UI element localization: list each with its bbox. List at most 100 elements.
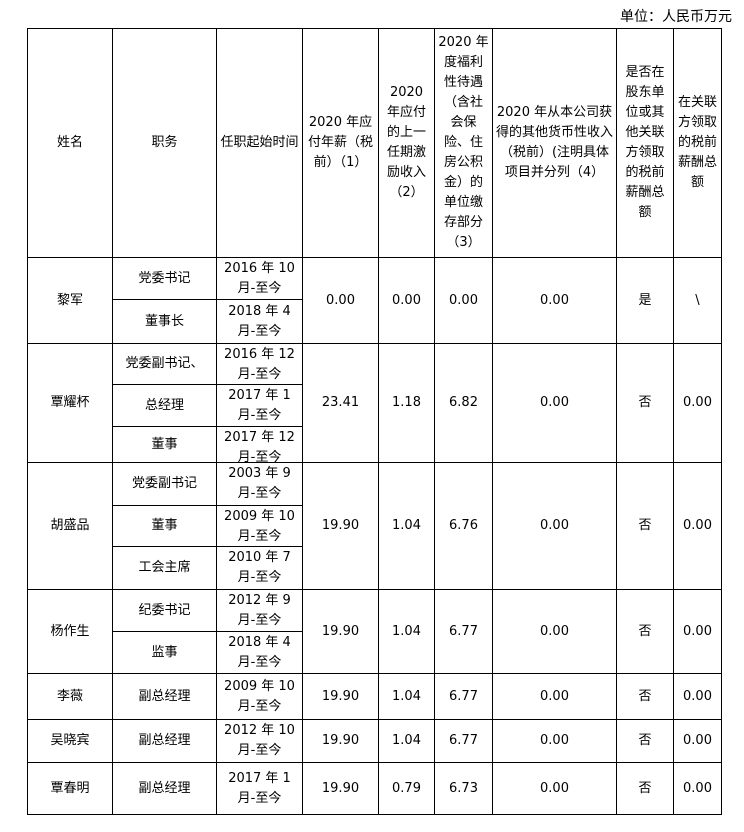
table-row: 董事 2017 年 12 月-至今 xyxy=(28,426,722,463)
incentive-value: 0.79 xyxy=(378,762,435,815)
related-value: 否 xyxy=(616,589,674,674)
start-date: 2017 年 12 月-至今 xyxy=(224,429,295,462)
related-value: 否 xyxy=(616,673,674,720)
table-row: 黎军 党委书记 2016 年 10 月-至今 0.00 0.00 0.00 0.00 是 \ xyxy=(27,257,722,344)
start-date-cell: 2016 年 10 月-至今 xyxy=(216,257,303,300)
start-date-cell: 2017 年 1 月-至今 xyxy=(216,762,303,815)
position-title: 董事 xyxy=(112,505,217,547)
related-amount-value: 0.00 xyxy=(673,673,722,720)
start-date: 2009 年 10 月-至今 xyxy=(224,678,295,714)
start-date-cell: 2010 年 7 月-至今 xyxy=(216,546,303,590)
start-date-cell: 2018 年 4 月-至今 xyxy=(216,631,303,674)
position-title: 党委副书记、 xyxy=(112,343,217,385)
person-name: 胡盛品 xyxy=(27,462,113,590)
welfare-value: 6.77 xyxy=(434,673,493,720)
incentive-value: 1.04 xyxy=(378,462,435,590)
position-title: 副总经理 xyxy=(112,762,217,815)
incentive-value: 1.04 xyxy=(378,719,435,763)
position-title: 纪委书记 xyxy=(112,589,217,632)
related-amount-value: \ xyxy=(673,257,722,344)
position-title: 副总经理 xyxy=(112,673,217,720)
start-date-cell: 2016 年 12 月-至今 xyxy=(216,343,303,385)
position-title: 总经理 xyxy=(112,384,217,427)
welfare-value: 6.76 xyxy=(434,462,493,590)
position-title: 工会主席 xyxy=(112,546,217,590)
related-value: 否 xyxy=(616,343,674,463)
table-row: 胡盛品 党委副书记 2003 年 9 月-至今 19.90 1.04 6.76 0.00 否 0… xyxy=(27,462,722,590)
start-date-cell: 2018 年 4 月-至今 xyxy=(216,299,303,344)
table-row: 杨作生 纪委书记 2012 年 9 月-至今 19.90 1.04 6.77 0.00 否 0.… xyxy=(27,589,722,674)
column-header: 2020 年从本公司获得的其他货币性收入（税前）(注明具体项目并分列（4） xyxy=(492,28,617,258)
person-name: 黎军 xyxy=(27,257,113,344)
start-date: 2018 年 4 月-至今 xyxy=(228,303,291,339)
table-row: 吴晓宾 副总经理 2012 年 10 月-至今 19.90 1.04 6.77 0.00 否 0… xyxy=(27,719,722,763)
related-amount-value: 0.00 xyxy=(673,589,722,674)
salary-value: 0.00 xyxy=(302,257,379,344)
welfare-value: 6.77 xyxy=(434,719,493,763)
table-row: 董事 2009 年 10 月-至今 xyxy=(28,505,722,547)
header-row: 姓名 职务 任职起始时间 2020 年应付年薪（税前）（1） 2020 年应付的上一任期… xyxy=(27,28,722,258)
person-name: 吴晓宾 xyxy=(27,719,113,763)
start-date: 2012 年 9 月-至今 xyxy=(228,592,291,628)
start-date: 2016 年 10 月-至今 xyxy=(224,260,295,296)
other-value: 0.00 xyxy=(492,719,617,763)
start-date: 2012 年 10 月-至今 xyxy=(224,723,295,758)
column-header: 在关联方领取的税前薪酬总额 xyxy=(673,28,722,258)
welfare-value: 6.73 xyxy=(434,762,493,815)
column-header: 2020 年应付的上一任期激励收入（2） xyxy=(378,28,435,258)
start-date: 2003 年 9 月-至今 xyxy=(228,466,291,501)
position-title: 董事长 xyxy=(112,299,217,344)
related-value: 否 xyxy=(616,762,674,815)
salary-value: 19.90 xyxy=(302,719,379,763)
incentive-value: 1.04 xyxy=(378,673,435,720)
salary-value: 19.90 xyxy=(302,673,379,720)
start-date: 2010 年 7 月-至今 xyxy=(228,550,291,585)
related-value: 否 xyxy=(616,462,674,590)
start-date: 2018 年 4 月-至今 xyxy=(228,634,291,670)
other-value: 0.00 xyxy=(492,762,617,815)
start-date-cell: 2009 年 10 月-至今 xyxy=(216,505,303,547)
table-row: 覃耀杯 党委副书记、 2016 年 12 月-至今 23.41 1.18 6.82 0.00… xyxy=(27,343,722,463)
welfare-value: 0.00 xyxy=(434,257,493,344)
start-date: 2016 年 12 月-至今 xyxy=(224,346,295,382)
position-title: 董事 xyxy=(112,426,217,463)
salary-value: 19.90 xyxy=(302,762,379,815)
related-amount-value: 0.00 xyxy=(673,462,722,590)
other-value: 0.00 xyxy=(492,589,617,674)
column-header: 姓名 xyxy=(27,28,113,258)
position-title: 党委书记 xyxy=(112,257,217,300)
welfare-value: 6.82 xyxy=(434,343,493,463)
start-date: 2009 年 10 月-至今 xyxy=(224,508,295,544)
column-header: 2020 年度福利性待遇（含社会保险、住房公积金）的单位缴存部分（3） xyxy=(434,28,493,258)
other-value: 0.00 xyxy=(492,343,617,463)
salary-value: 19.90 xyxy=(302,462,379,590)
person-name: 覃耀杯 xyxy=(27,343,113,463)
column-header: 是否在股东单位或其他关联方领取的税前薪酬总额 xyxy=(616,28,674,258)
position-title: 监事 xyxy=(112,631,217,674)
welfare-value: 6.77 xyxy=(434,589,493,674)
person-name: 覃春明 xyxy=(27,762,113,815)
column-header: 职务 xyxy=(112,28,217,258)
incentive-value: 0.00 xyxy=(378,257,435,344)
start-date-cell: 2009 年 10 月-至今 xyxy=(216,673,303,720)
table-row: 覃春明 副总经理 2017 年 1 月-至今 19.90 0.79 6.73 0.00 否 0.… xyxy=(27,762,722,815)
start-date: 2017 年 1 月-至今 xyxy=(228,387,291,423)
position-title: 党委副书记 xyxy=(112,462,217,506)
related-amount-value: 0.00 xyxy=(673,762,722,815)
table-row: 总经理 2017 年 1 月-至今 xyxy=(28,384,722,427)
other-value: 0.00 xyxy=(492,257,617,344)
related-amount-value: 0.00 xyxy=(673,343,722,463)
person-name: 杨作生 xyxy=(27,589,113,674)
start-date-cell: 2012 年 9 月-至今 xyxy=(216,589,303,632)
table-row: 李薇 副总经理 2009 年 10 月-至今 19.90 1.04 6.77 0.00 否 0.… xyxy=(27,673,722,720)
salary-value: 19.90 xyxy=(302,589,379,674)
table-row: 董事长 2018 年 4 月-至今 xyxy=(28,299,722,344)
start-date: 2017 年 1 月-至今 xyxy=(228,770,291,806)
related-value: 否 xyxy=(616,719,674,763)
related-amount-value: 0.00 xyxy=(673,719,722,763)
unit-label: 单位：人民币万元 xyxy=(620,9,732,25)
start-date-cell: 2017 年 12 月-至今 xyxy=(216,426,303,463)
person-name: 李薇 xyxy=(27,673,113,720)
salary-value: 23.41 xyxy=(302,343,379,463)
column-header: 任职起始时间 xyxy=(216,28,303,258)
